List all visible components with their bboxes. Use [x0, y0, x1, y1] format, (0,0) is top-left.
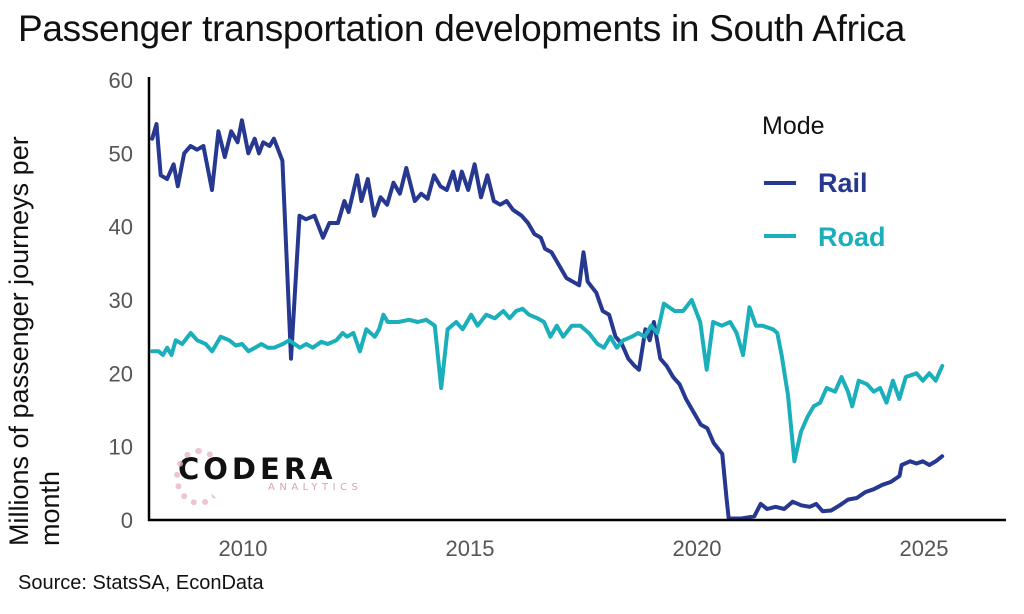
y-tick-label: 40 — [109, 215, 133, 240]
source-note: Source: StatsSA, EconData — [18, 572, 264, 594]
legend-title: Mode — [762, 112, 825, 140]
x-tick-label: 2010 — [219, 536, 268, 561]
y-tick-label: 10 — [109, 435, 133, 460]
legend-label-road: Road — [818, 222, 886, 252]
series-line-rail — [150, 118, 945, 521]
y-tick-label: 0 — [121, 508, 133, 533]
x-tick-label: 2015 — [446, 536, 495, 561]
x-tick-label: 2020 — [673, 536, 722, 561]
series-line-road — [150, 298, 945, 464]
chart-title: Passenger transportation developments in… — [18, 8, 906, 49]
legend-label-rail: Rail — [818, 168, 868, 198]
y-tick-label: 50 — [109, 141, 133, 166]
y-tick-label: 60 — [109, 68, 133, 93]
y-tick-label: 20 — [109, 361, 133, 386]
legend: Mode Rail Road — [762, 112, 886, 252]
logo-ring-icon — [174, 448, 224, 506]
x-tick-label: 2025 — [900, 536, 949, 561]
y-tick-label: 30 — [109, 288, 133, 313]
codera-analytics-logo: CODERA ANALYTICS — [174, 448, 363, 506]
logo-subtitle: ANALYTICS — [268, 482, 363, 493]
